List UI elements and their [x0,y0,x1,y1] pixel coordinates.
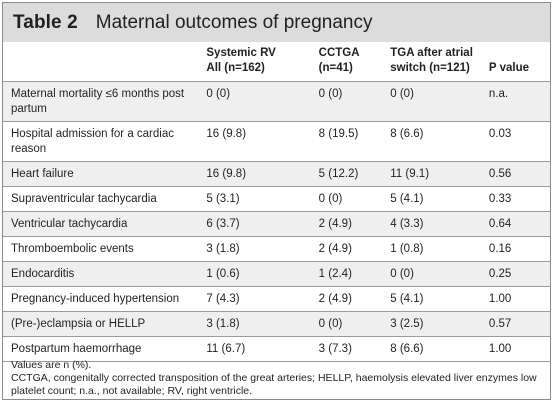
p-value-cell: 0.64 [488,218,512,230]
column-header-tga: TGA after atrial switch (n=121) [390,47,473,74]
table-row: Hospital admission for a cardiac reason 1… [3,121,550,162]
p-value-cell: 0.03 [488,128,512,140]
table-row: Postpartum haemorrhage 11 (6.7) 3 (7.3) 8 (… [3,336,550,362]
cctga-cell: 3 (7.3) [318,343,352,355]
outcome-cell: Hospital admission for a cardiac reason [11,128,174,155]
cctga-cell: 2 (4.9) [318,293,352,305]
tga-cell: 0 (0) [390,268,414,280]
tga-cell: 3 (2.5) [390,318,424,330]
outcome-cell: Heart failure [11,168,74,180]
outcome-cell: Thromboembolic events [11,243,134,255]
tga-cell: 8 (6.6) [390,128,424,140]
systemic-rv-cell: 16 (9.8) [206,128,247,140]
table-row: Thromboembolic events 3 (1.8) 2 (4.9) 1 (0.… [3,236,550,262]
cctga-cell: 5 (12.2) [318,168,359,180]
p-value-cell: 1.00 [488,343,512,355]
table-caption: Maternal outcomes of pregnancy [95,11,373,33]
p-value-cell: 1.00 [488,293,512,305]
outcome-cell: Endocarditis [11,268,75,280]
cctga-cell: 8 (19.5) [318,128,359,140]
outcome-cell: Maternal mortality ≤6 months post partum [11,88,185,115]
table-footnotes: Values are n (%). CCTGA, congenitally co… [11,359,546,398]
tga-cell: 4 (3.3) [390,218,424,230]
systemic-rv-cell: 5 (3.1) [206,193,240,205]
table-row: Pregnancy-induced hypertension 7 (4.3) 2 (… [3,286,550,312]
table-row: Maternal mortality ≤6 months post partum… [3,81,550,122]
tga-cell: 0 (0) [390,88,414,100]
systemic-rv-cell: 1 (0.6) [206,268,240,280]
cctga-cell: 1 (2.4) [318,268,352,280]
cctga-cell: 0 (0) [318,88,343,100]
column-header-p-value: P value [488,62,529,74]
cctga-cell: 2 (4.9) [318,243,352,255]
table-row: Supraventricular tachycardia 5 (3.1) 0 (0)… [3,186,550,212]
tga-cell: 5 (4.1) [390,293,424,305]
outcome-cell: Pregnancy-induced hypertension [11,293,180,305]
p-value-cell: n.a. [488,88,509,100]
footnote-values: Values are n (%). [11,359,92,371]
outcome-cell: Postpartum haemorrhage [11,343,142,355]
outcomes-table: Systemic RV All (n=162) CCTGA (n=41) TGA… [3,42,550,362]
systemic-rv-cell: 6 (3.7) [206,218,240,230]
tga-cell: 1 (0.8) [390,243,424,255]
systemic-rv-cell: 0 (0) [206,88,231,100]
column-header-systemic-rv: Systemic RV All (n=162) [206,47,276,74]
outcome-cell: Ventricular tachycardia [11,218,128,230]
table-number: Table 2 [13,11,78,33]
p-value-cell: 0.56 [488,168,512,180]
column-header-outcome [3,42,200,82]
p-value-cell: 0.16 [488,243,512,255]
systemic-rv-cell: 16 (9.8) [206,168,247,180]
tga-cell: 5 (4.1) [390,193,424,205]
systemic-rv-cell: 7 (4.3) [206,293,240,305]
table-row: Ventricular tachycardia 6 (3.7) 2 (4.9) 4 (… [3,211,550,237]
tga-cell: 8 (6.6) [390,343,424,355]
outcome-cell: Supraventricular tachycardia [11,193,157,205]
column-header-cctga: CCTGA (n=41) [318,47,360,74]
p-value-cell: 0.25 [488,268,512,280]
cctga-cell: 0 (0) [318,193,343,205]
systemic-rv-cell: 11 (6.7) [206,343,246,355]
systemic-rv-cell: 3 (1.8) [206,243,240,255]
cctga-cell: 0 (0) [318,318,343,330]
systemic-rv-cell: 3 (1.8) [206,318,240,330]
cctga-cell: 2 (4.9) [318,218,352,230]
table-body: Maternal mortality ≤6 months post partum… [3,81,550,362]
outcome-cell: (Pre-)eclampsia or HELLP [11,318,146,330]
table-header-row: Systemic RV All (n=162) CCTGA (n=41) TGA… [3,42,550,82]
table-row: Endocarditis 1 (0.6) 1 (2.4) 0 (0) 0.25 [3,261,550,287]
p-value-cell: 0.57 [488,318,512,330]
p-value-cell: 0.33 [488,193,512,205]
table-row: (Pre-)eclampsia or HELLP 3 (1.8) 0 (0) 3 (2… [3,311,550,337]
table-row: Heart failure 16 (9.8) 5 (12.2) 11 (9.1) 0.5… [3,161,550,187]
footnote-abbreviations: CCTGA, congenitally corrected transposit… [11,372,537,397]
table-title-bar: Table 2 Maternal outcomes of pregnancy [3,3,550,42]
tga-cell: 11 (9.1) [390,168,430,180]
